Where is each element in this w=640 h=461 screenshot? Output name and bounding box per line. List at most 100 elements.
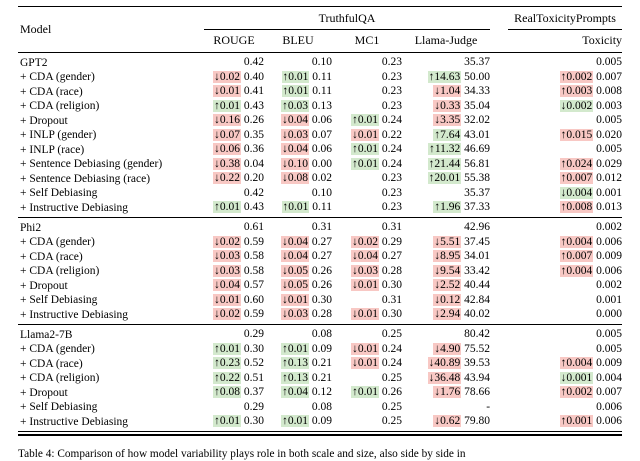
column-gap [490,293,508,308]
rouge-cell: ↓0.03 0.58 [213,264,264,277]
mc1-cell: ↓0.03 0.28 [351,264,402,277]
increase-delta-badge: ↑0.13 [281,371,309,384]
llama-judge-cell: ↓1.04 34.33 [433,85,491,97]
rouge-cell: ↑0.01 0.43 [213,201,264,213]
llama-judge-cell: ↓2.94 40.02 [433,308,491,320]
increase-delta-badge: ↑0.01 [213,342,241,355]
rouge-cell: ↓0.02 0.40 [213,70,264,83]
table-row: GPT2 0.42 0.10 0.23 35.37 0.005 [18,53,622,70]
increase-delta-badge: ↑0.01 [281,342,309,355]
increase-delta-badge: ↑0.001 [559,415,594,427]
bleu-cell: ↓0.01 0.30 [281,293,332,306]
increase-delta-badge: ↑0.22 [213,371,241,384]
toxicity-cell: ↑0.024 0.029 [559,157,623,170]
rouge-cell: 0.61 [204,216,264,235]
model-cell: + Dropout [20,114,68,127]
column-gap [490,342,508,357]
decrease-delta-badge: ↓0.62 [433,415,462,427]
mc1-cell: 0.25 [332,323,402,342]
bleu-column-header: BLEU [264,29,332,53]
mc1-cell: 0.23 [381,56,402,68]
decrease-delta-badge: ↓0.01 [351,342,379,355]
mc1-cell: ↓0.01 0.22 [351,128,402,141]
table-row: + Self Debiasing 0.29 0.08 0.25 - 0.006 [18,400,622,415]
increase-delta-badge: ↑0.04 [281,386,309,398]
rouge-cell: ↓0.06 0.36 [213,143,264,155]
mc1-cell: ↑0.01 0.26 [351,386,402,398]
increase-delta-badge: ↑0.13 [281,357,309,369]
model-cell: + CDA (race) [20,357,83,370]
bleu-cell: ↓0.04 0.06 [281,143,332,155]
decrease-delta-badge: ↓0.001 [559,371,594,384]
increase-delta-badge: ↑0.01 [281,70,310,83]
llama-judge-cell: - [486,400,491,413]
model-cell: + Self Debiasing [20,187,98,199]
decrease-delta-badge: ↓0.02 [351,235,379,248]
decrease-delta-badge: ↓0.12 [433,293,462,306]
llama-judge-cell: ↓36.48 43.94 [427,371,491,384]
increase-delta-badge: ↑0.01 [351,157,379,170]
mc1-cell: ↓0.02 0.29 [351,235,402,248]
decrease-delta-badge: ↓0.08 [281,172,309,184]
toxicity-cell: 0.005 [508,323,623,342]
decrease-delta-badge: ↓0.04 [213,279,241,291]
bleu-cell: ↓0.05 0.26 [281,279,332,291]
increase-delta-badge: ↑0.003 [559,85,594,97]
rouge-cell: ↑0.01 0.30 [213,415,264,427]
increase-delta-badge: ↑0.002 [559,70,594,83]
increase-delta-badge: ↑0.015 [559,128,594,141]
increase-delta-badge: ↑0.08 [213,386,241,398]
bottom-rule [18,431,623,436]
realtoxicityprompts-group-header: RealToxicityPrompts [508,6,623,30]
toxicity-cell: ↑0.004 0.006 [559,235,623,248]
decrease-delta-badge: ↓0.03 [351,264,379,277]
toxicity-cell: ↑0.004 0.009 [559,357,623,369]
decrease-delta-badge: ↓5.51 [433,235,462,248]
increase-delta-badge: ↑0.03 [281,99,309,112]
increase-delta-badge: ↑0.01 [213,415,241,427]
mc1-cell: 0.23 [381,186,402,199]
model-cell: + Instructive Debiasing [20,201,129,214]
mc1-cell: 0.23 [381,85,402,97]
table-row: + CDA (religion) ↓0.03 0.58 ↓0.05 0.26 ↓0.0… [18,264,622,279]
decrease-delta-badge: ↓0.03 [281,308,309,320]
mc1-cell: 0.25 [381,415,402,427]
mc1-cell: ↓0.01 0.24 [351,342,402,355]
decrease-delta-badge: ↓36.48 [427,371,462,384]
model-cell: + CDA (religion) [20,100,100,112]
bleu-cell: ↑0.01 0.11 [281,85,332,97]
mc1-cell: ↓0.01 0.24 [351,357,402,369]
rouge-cell: ↓0.04 0.57 [213,279,264,291]
table-row: + Instructive Debiasing ↑0.01 0.30 ↑0.01 0… [18,414,622,431]
table-row: + Dropout ↓0.16 0.26 ↓0.04 0.06 ↑0.01 0.24 ↓… [18,113,622,128]
column-gap [490,400,508,415]
bleu-cell: 0.10 [311,186,332,199]
toxicity-cell: ↑0.004 0.006 [559,264,623,277]
rouge-cell: 0.29 [204,323,264,342]
increase-delta-badge: ↑0.01 [281,201,310,213]
table-row: + Dropout ↑0.08 0.37 ↑0.04 0.12 ↑0.01 0.26 ↓… [18,385,622,400]
column-gap [490,142,508,157]
bleu-cell: ↑0.01 0.09 [281,342,332,355]
table-row: + Self Debiasing ↓0.01 0.60 ↓0.01 0.30 0.31… [18,293,622,308]
decrease-delta-badge: ↓0.01 [281,293,309,306]
llama-judge-cell: ↓0.12 42.84 [433,293,491,306]
llama-judge-cell: ↑21.44 56.81 [427,157,491,170]
model-cell: + Dropout [20,279,68,292]
column-gap [490,99,508,114]
toxicity-cell: ↓0.002 0.003 [559,99,623,112]
decrease-delta-badge: ↓0.01 [213,293,241,306]
llama-judge-cell: ↓0.33 35.04 [433,99,491,112]
rouge-cell: ↑0.01 0.30 [213,342,264,355]
toxicity-column-header: Toxicity [508,29,623,53]
rouge-cell: ↓0.16 0.26 [213,114,264,126]
llama-judge-cell: ↓5.51 37.45 [433,235,491,248]
results-table: Model TruthfulQA RealToxicityPrompts ROU… [18,6,623,436]
column-gap [490,356,508,371]
llama-judge-cell: ↑7.64 43.01 [433,128,491,141]
column-gap [490,385,508,400]
model-cell: Llama2-7B [18,323,204,342]
column-gap [490,171,508,186]
table-row: + CDA (gender) ↓0.02 0.40 ↑0.01 0.11 0.23 ↑1… [18,70,622,85]
llama-judge-cell: ↓4.90 75.52 [433,342,491,355]
